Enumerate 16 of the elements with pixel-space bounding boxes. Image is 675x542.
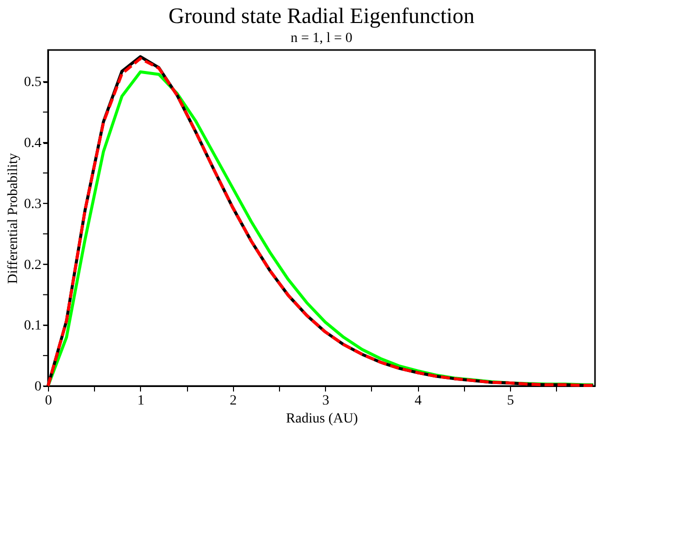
y-tick-label: 0: [34, 380, 42, 394]
x-tick-label: 4: [414, 394, 422, 408]
x-tick-label: 5: [506, 394, 514, 408]
x-tick-label: 0: [45, 394, 52, 408]
x-axis-title: Radius (AU): [286, 412, 358, 426]
chart-title: Ground state Radial Eigenfunction: [168, 3, 475, 28]
chart-subtitle: n = 1, l = 0: [290, 31, 352, 46]
y-tick-label: 0.1: [24, 318, 42, 334]
y-tick-label: 0.4: [24, 136, 42, 152]
y-tick-label: 0.2: [24, 258, 42, 273]
y-tick-label: 0.5: [24, 75, 42, 90]
x-tick-label: 2: [230, 394, 237, 408]
y-tick-label: 0.3: [24, 196, 42, 212]
x-tick-label: 3: [322, 394, 330, 408]
y-axis-title: Differential Probability: [6, 153, 21, 284]
x-tick-label: 1: [137, 394, 144, 408]
